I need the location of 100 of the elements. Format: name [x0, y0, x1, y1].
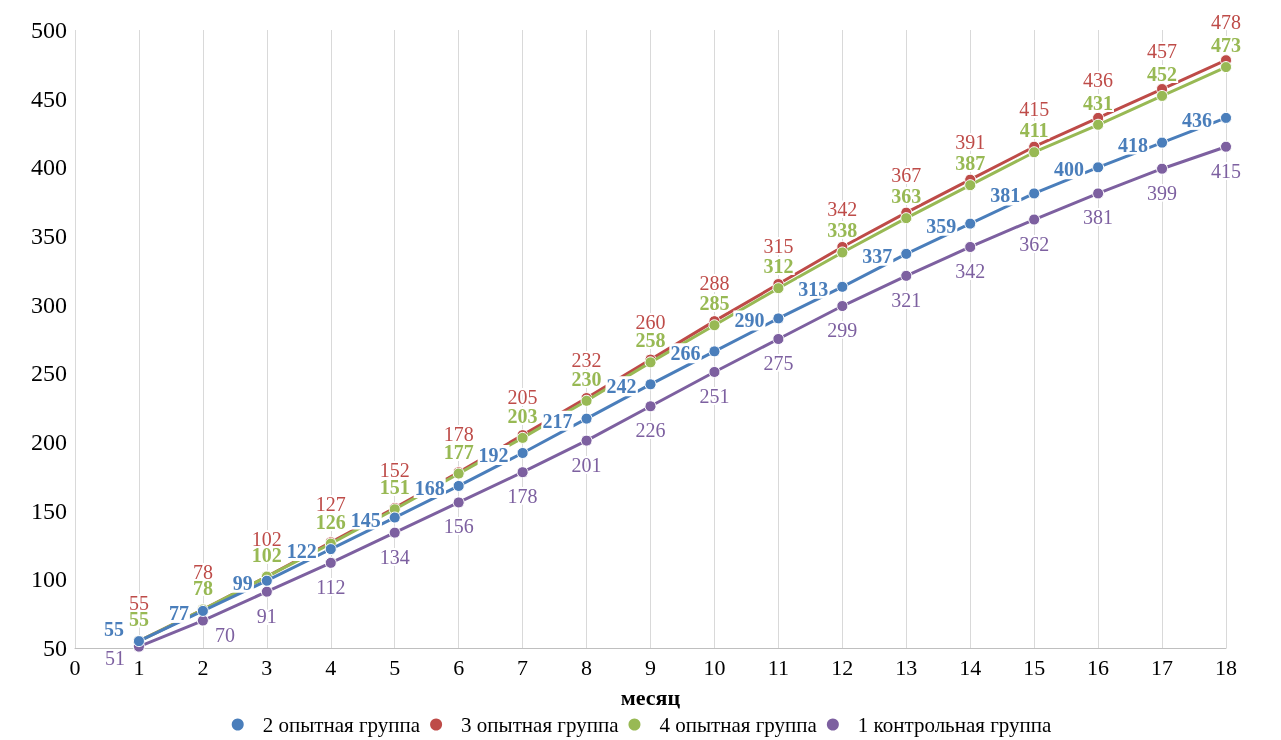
y-tick-label: 400 — [31, 154, 67, 181]
data-label: 122 — [286, 540, 317, 563]
data-label: 242 — [606, 375, 637, 398]
point — [708, 345, 721, 358]
x-tick-label: 7 — [517, 654, 529, 680]
data-label: 201 — [571, 453, 602, 476]
data-label: 411 — [1019, 119, 1049, 142]
data-label: 431 — [1083, 91, 1114, 114]
data-label: 436 — [1083, 68, 1114, 91]
data-label: 251 — [699, 384, 730, 407]
data-label: 418 — [1118, 133, 1149, 156]
data-label: 338 — [827, 219, 858, 242]
point — [772, 282, 785, 295]
data-label: 400 — [1054, 158, 1085, 181]
data-label: 299 — [827, 319, 858, 342]
data-label: 290 — [734, 309, 765, 332]
point — [260, 585, 273, 598]
x-tick-label: 5 — [389, 654, 401, 680]
point — [708, 319, 721, 332]
point — [1220, 61, 1232, 74]
data-label: 55 — [103, 618, 124, 641]
point — [388, 511, 401, 524]
data-label: 112 — [316, 575, 346, 598]
x-tick-label: 12 — [831, 654, 854, 680]
data-label: 415 — [1019, 97, 1050, 120]
point — [772, 333, 785, 345]
data-label: 362 — [1019, 232, 1050, 255]
y-tick-label: 250 — [31, 360, 67, 387]
point — [1092, 161, 1105, 174]
data-label: 415 — [1211, 159, 1241, 182]
data-label: 391 — [955, 130, 986, 153]
point — [324, 543, 337, 556]
data-label: 285 — [699, 292, 730, 315]
data-label: 473 — [1211, 34, 1241, 57]
data-label: 315 — [763, 235, 794, 258]
data-label: 70 — [214, 623, 235, 646]
point — [1092, 187, 1105, 200]
point — [1220, 140, 1232, 153]
data-label: 387 — [955, 152, 986, 175]
data-label: 77 — [168, 601, 189, 624]
data-label: 478 — [1211, 11, 1241, 34]
data-label: 275 — [763, 352, 794, 374]
legend-label: 2 опытная группа — [262, 712, 421, 737]
point — [900, 247, 913, 260]
data-label: 178 — [507, 485, 538, 508]
x-tick-label: 11 — [767, 654, 789, 680]
data-label: 342 — [827, 197, 858, 220]
point — [964, 179, 977, 192]
data-label: 226 — [635, 419, 666, 442]
x-tick-label: 8 — [581, 654, 593, 680]
point — [836, 280, 849, 293]
x-tick-label: 15 — [1023, 654, 1046, 680]
point — [1028, 187, 1041, 200]
data-label: 91 — [256, 604, 277, 627]
point — [260, 574, 273, 587]
y-tick-label: 300 — [31, 291, 67, 318]
point — [900, 269, 913, 282]
x-tick-label: 18 — [1215, 654, 1237, 680]
data-label: 156 — [443, 515, 474, 538]
x-tick-label: 0 — [69, 654, 81, 680]
x-tick-label: 9 — [645, 654, 656, 680]
data-label: 436 — [1182, 108, 1212, 131]
point — [324, 556, 337, 569]
x-tick-label: 17 — [1151, 654, 1174, 680]
data-label: 457 — [1147, 40, 1178, 63]
data-label: 363 — [891, 185, 922, 208]
data-label: 51 — [104, 646, 125, 669]
x-tick-label: 2 — [197, 654, 209, 680]
data-label: 192 — [478, 443, 509, 466]
x-tick-label: 13 — [895, 654, 918, 680]
legend-label: 4 опытная группа — [659, 712, 818, 737]
point — [836, 300, 849, 313]
legend-label: 3 опытная группа — [461, 712, 620, 737]
legend-label: 1 контрольная группа — [857, 712, 1052, 737]
point — [1156, 136, 1169, 149]
point — [1028, 213, 1041, 226]
point — [1092, 118, 1105, 131]
data-label: 312 — [763, 255, 794, 278]
point — [1028, 146, 1041, 159]
point — [644, 400, 657, 413]
data-label: 288 — [699, 272, 730, 295]
x-tick-label: 14 — [959, 654, 982, 680]
x-tick-label: 10 — [703, 654, 726, 680]
point — [580, 434, 593, 447]
data-label: 145 — [350, 508, 381, 531]
data-label: 217 — [542, 409, 573, 432]
data-label: 452 — [1147, 62, 1178, 85]
x-tick-label: 4 — [325, 654, 337, 680]
y-tick-label: 150 — [31, 497, 67, 524]
data-label: 321 — [891, 288, 922, 311]
data-label: 381 — [1083, 206, 1114, 229]
data-label: 342 — [955, 259, 986, 282]
data-label: 134 — [379, 545, 410, 568]
point — [1220, 111, 1232, 124]
data-label: 99 — [232, 571, 253, 594]
y-tick-label: 200 — [31, 429, 67, 455]
point — [836, 246, 849, 259]
data-label: 266 — [670, 342, 701, 365]
y-tick-label: 50 — [43, 635, 67, 661]
data-label: 168 — [414, 476, 445, 499]
